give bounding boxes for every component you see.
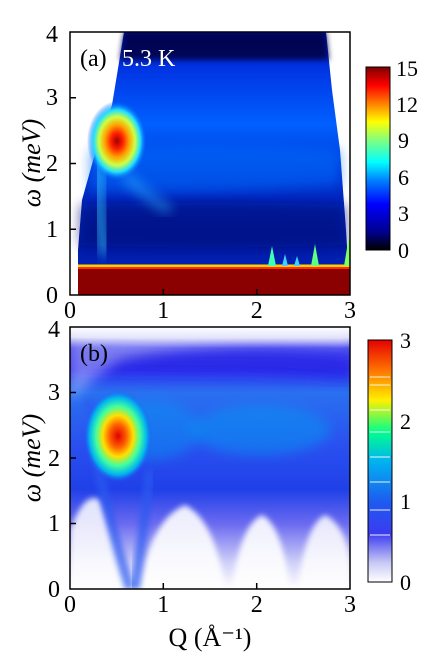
- panel-b-xtick-1: 1: [157, 592, 169, 618]
- panel-b-ytick-1: 1: [48, 511, 60, 537]
- panel-a-bragg-peak-5: [344, 236, 350, 266]
- panel-b-xtick-2: 2: [251, 592, 263, 618]
- panel-b-ytick-3: 3: [48, 380, 60, 406]
- panel-b: 0 1 2 3 4 0 1 2 3 ω (meV) Q (Å⁻¹) (b) 0 …: [17, 317, 411, 652]
- panel-b-xtick-3: 3: [344, 592, 356, 618]
- panel-b-xtick-0: 0: [64, 592, 76, 618]
- panel-a-mode-peak: [87, 101, 147, 181]
- panel-b-ytick-0: 0: [48, 577, 60, 603]
- panel-a-temperature: 5.3 K: [122, 46, 176, 72]
- panel-b-colorbar-gridlines: [370, 376, 390, 536]
- panel-a-cb-6: 6: [398, 165, 409, 190]
- panel-a-bragg-peak-1: [268, 246, 276, 266]
- panel-a-cb-9: 9: [398, 128, 409, 153]
- panel-a-xtick-3: 3: [344, 298, 356, 324]
- panel-b-ticks: [70, 391, 258, 589]
- panel-b-ytick-4: 4: [48, 317, 60, 343]
- panel-a-bragg-peak-2: [282, 254, 288, 266]
- panel-b-x-tick-labels: 0 1 2 3: [64, 592, 356, 618]
- panel-a-cb-3: 3: [398, 201, 409, 226]
- panel-b-y-tick-labels: 0 1 2 3 4: [48, 317, 60, 603]
- panel-a-heatmap: [70, 32, 350, 295]
- panel-a-cb-0: 0: [398, 238, 409, 263]
- panel-a-bragg-peak-4: [311, 244, 319, 266]
- panel-a-xtick-0: 0: [64, 298, 76, 324]
- panel-b-y-axis-title: ω (meV): [17, 414, 46, 502]
- panel-a-ticks: [70, 97, 258, 295]
- panel-a-ytick-2: 2: [46, 151, 58, 177]
- panel-a-cb-15: 15: [396, 56, 418, 81]
- panel-a-ytick-4: 4: [46, 22, 58, 48]
- panel-a-x-tick-labels: 0 1 2 3: [64, 298, 356, 324]
- panel-a: 0 1 2 3 4 0 1 2 3 ω (meV) (a) 5.3 K 0 3 …: [17, 22, 418, 324]
- panel-b-label: (b): [80, 341, 108, 367]
- panel-b-colorbar-labels: 0 1 2 3: [400, 328, 411, 595]
- panel-b-low-dome-3: [298, 515, 350, 589]
- panel-b-mode-peak: [84, 390, 152, 482]
- panel-b-low-dome-2: [232, 515, 290, 589]
- panel-a-y-axis-title: ω (meV): [17, 119, 46, 207]
- panel-b-x-axis-title: Q (Å⁻¹): [169, 623, 252, 652]
- panel-b-cb-0: 0: [400, 570, 411, 595]
- panel-b-cb-3: 3: [400, 328, 411, 353]
- panel-a-ytick-1: 1: [46, 217, 58, 243]
- panel-a-cb-12: 12: [396, 92, 418, 117]
- panel-a-colorbar-labels: 0 3 6 9 12 15: [396, 56, 418, 263]
- panel-a-label: (a): [80, 46, 107, 72]
- panel-a-y-tick-labels: 0 1 2 3 4: [46, 22, 58, 309]
- panel-a-colorbar: [365, 66, 391, 251]
- panel-b-cb-2: 2: [400, 409, 411, 434]
- panel-a-xtick-2: 2: [251, 298, 263, 324]
- panel-a-ytick-3: 3: [46, 85, 58, 111]
- panel-b-heatmap: [70, 327, 350, 589]
- panel-b-ytick-2: 2: [48, 446, 60, 472]
- panel-a-bragg-peak-3: [294, 256, 300, 266]
- panel-a-ytick-0: 0: [46, 283, 58, 309]
- panel-a-elastic-band: [78, 266, 350, 295]
- panel-b-cb-1: 1: [400, 489, 411, 514]
- panel-b-colorbar: [367, 339, 393, 583]
- panel-b-low-dome-1: [140, 505, 225, 589]
- panel-a-xtick-1: 1: [157, 298, 169, 324]
